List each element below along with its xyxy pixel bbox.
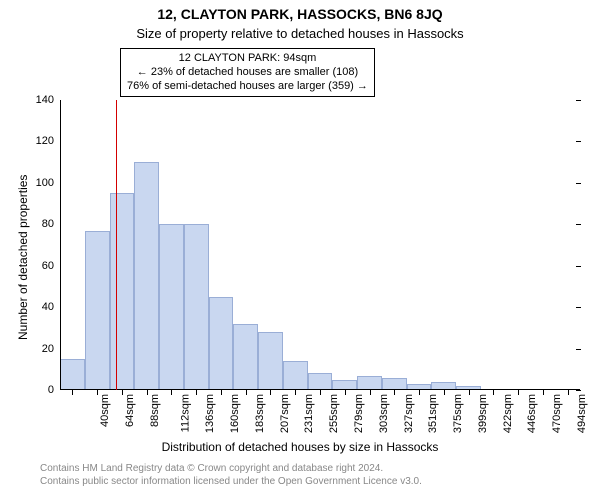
histogram-bar	[233, 324, 258, 390]
copyright-line2: Contains public sector information licen…	[40, 475, 422, 488]
x-tick-label: 494sqm	[576, 394, 588, 433]
property-marker-line	[116, 100, 117, 390]
x-tick-mark	[543, 390, 544, 395]
chart-container: 12, CLAYTON PARK, HASSOCKS, BN6 8JQ Size…	[0, 0, 600, 500]
x-tick-label: 399sqm	[477, 394, 489, 433]
copyright-text: Contains HM Land Registry data © Crown c…	[40, 462, 422, 488]
x-tick-label: 40sqm	[99, 394, 111, 427]
y-tick-mark	[576, 141, 581, 142]
y-tick-label: 40	[42, 301, 60, 313]
x-tick-mark	[246, 390, 247, 395]
annotation-box: 12 CLAYTON PARK: 94sqm ← 23% of detached…	[120, 48, 375, 97]
y-tick-label: 100	[36, 177, 60, 189]
x-tick-label: 136sqm	[205, 394, 217, 433]
x-tick-label: 303sqm	[378, 394, 390, 433]
y-tick-mark	[576, 266, 581, 267]
y-tick-label: 60	[42, 260, 60, 272]
histogram-bar	[134, 162, 159, 390]
x-tick-label: 422sqm	[502, 394, 514, 433]
histogram-bar	[283, 361, 308, 390]
x-tick-mark	[469, 390, 470, 395]
histogram-bar	[60, 359, 85, 390]
x-tick-label: 88sqm	[149, 394, 161, 427]
x-tick-label: 279sqm	[353, 394, 365, 433]
x-tick-mark	[419, 390, 420, 395]
x-tick-label: 446sqm	[526, 394, 538, 433]
y-tick-label: 0	[48, 384, 60, 396]
x-axis-label: Distribution of detached houses by size …	[0, 440, 600, 454]
histogram-bar	[258, 332, 283, 390]
x-tick-mark	[568, 390, 569, 395]
x-tick-mark	[518, 390, 519, 395]
x-tick-label: 207sqm	[279, 394, 291, 433]
histogram-bar	[159, 224, 184, 390]
x-tick-label: 351sqm	[427, 394, 439, 433]
x-tick-label: 375sqm	[452, 394, 464, 433]
histogram-bar	[85, 231, 110, 391]
histogram-bar	[308, 373, 333, 390]
x-tick-label: 112sqm	[179, 394, 191, 432]
x-tick-label: 327sqm	[403, 394, 415, 433]
annotation-line1: 12 CLAYTON PARK: 94sqm	[127, 52, 368, 66]
y-tick-mark	[576, 100, 581, 101]
y-tick-mark	[576, 349, 581, 350]
x-tick-mark	[394, 390, 395, 395]
x-tick-mark	[370, 390, 371, 395]
x-tick-label: 470sqm	[551, 394, 563, 433]
histogram-bar	[110, 193, 135, 390]
histogram-bar	[184, 224, 209, 390]
copyright-line1: Contains HM Land Registry data © Crown c…	[40, 462, 422, 475]
annotation-line2: ← 23% of detached houses are smaller (10…	[127, 66, 368, 80]
x-tick-label: 255sqm	[328, 394, 340, 433]
chart-subtitle: Size of property relative to detached ho…	[0, 26, 600, 41]
y-tick-label: 120	[36, 135, 60, 147]
y-axis-label: Number of detached properties	[16, 175, 30, 340]
x-tick-label: 231sqm	[304, 394, 316, 433]
x-tick-mark	[122, 390, 123, 395]
x-tick-label: 64sqm	[124, 394, 136, 427]
x-tick-mark	[444, 390, 445, 395]
chart-title: 12, CLAYTON PARK, HASSOCKS, BN6 8JQ	[0, 6, 600, 22]
x-tick-mark	[147, 390, 148, 395]
y-axis	[60, 100, 61, 390]
histogram-bar	[209, 297, 234, 390]
x-tick-mark	[270, 390, 271, 395]
x-tick-mark	[295, 390, 296, 395]
plot-area: 02040608010012014040sqm64sqm88sqm112sqm1…	[60, 100, 580, 390]
x-tick-label: 183sqm	[254, 394, 266, 433]
y-tick-mark	[576, 307, 581, 308]
x-tick-mark	[345, 390, 346, 395]
x-tick-mark	[171, 390, 172, 395]
y-tick-label: 20	[42, 343, 60, 355]
x-tick-mark	[320, 390, 321, 395]
x-tick-mark	[493, 390, 494, 395]
x-tick-mark	[221, 390, 222, 395]
annotation-line3: 76% of semi-detached houses are larger (…	[127, 80, 368, 94]
y-tick-mark	[576, 183, 581, 184]
x-tick-mark	[97, 390, 98, 395]
y-tick-label: 140	[36, 94, 60, 106]
x-tick-label: 160sqm	[229, 394, 241, 433]
y-tick-mark	[576, 390, 581, 391]
y-tick-label: 80	[42, 218, 60, 230]
x-tick-mark	[196, 390, 197, 395]
y-tick-mark	[576, 224, 581, 225]
histogram-bar	[357, 376, 382, 391]
x-tick-mark	[72, 390, 73, 395]
x-axis	[60, 389, 580, 390]
